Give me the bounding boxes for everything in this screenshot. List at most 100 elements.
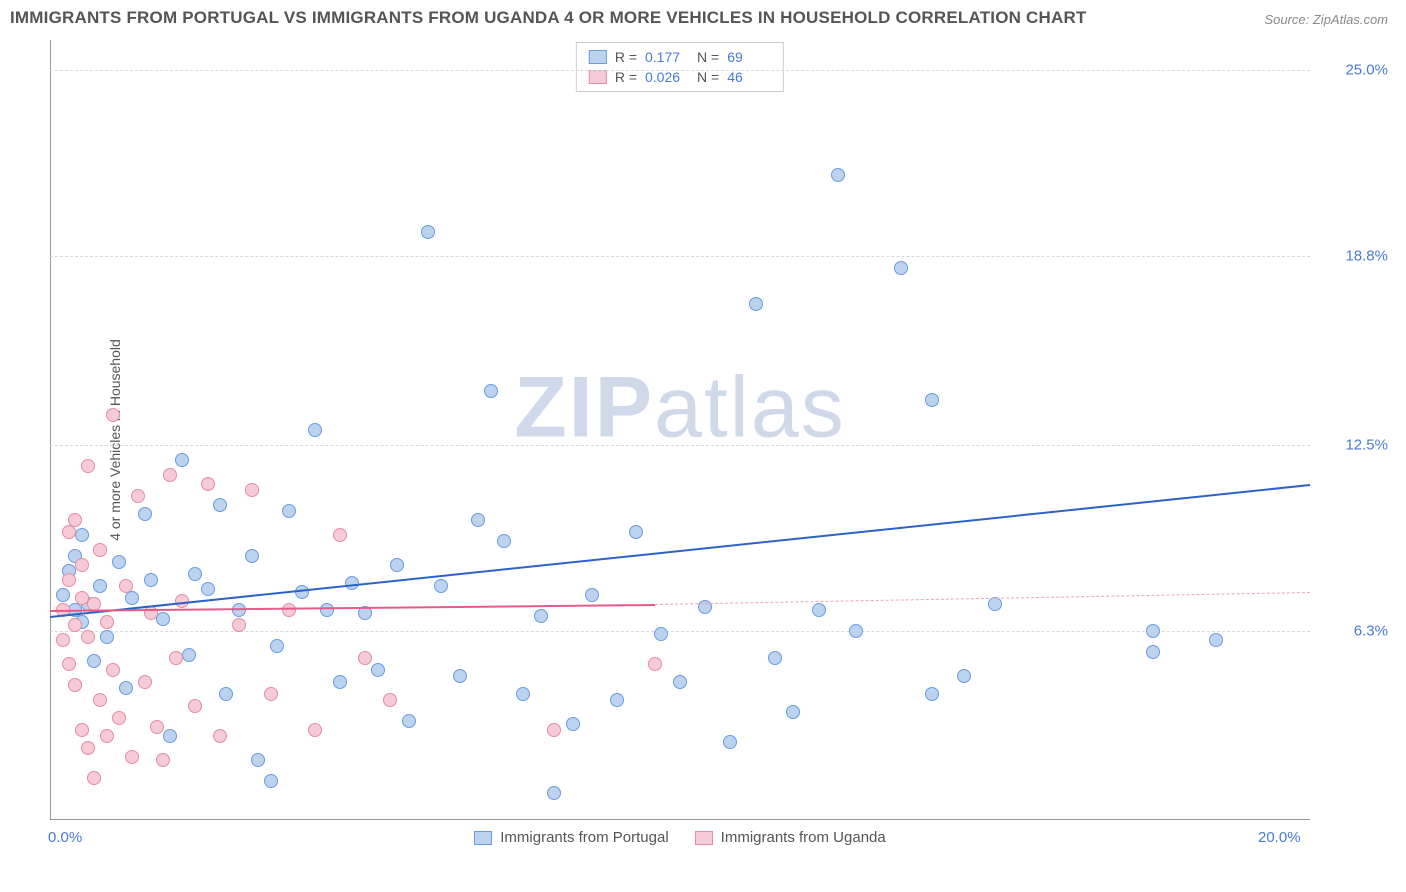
- n-label: N =: [697, 69, 719, 85]
- data-point-portugal: [654, 627, 668, 641]
- data-point-portugal: [749, 297, 763, 311]
- data-point-portugal: [566, 717, 580, 731]
- data-point-portugal: [119, 681, 133, 695]
- data-point-portugal: [421, 225, 435, 239]
- data-point-portugal: [390, 558, 404, 572]
- data-point-portugal: [497, 534, 511, 548]
- r-label: R =: [615, 49, 637, 65]
- x-tick-label: 20.0%: [1258, 829, 1301, 846]
- data-point-uganda: [75, 558, 89, 572]
- data-point-portugal: [125, 591, 139, 605]
- data-point-uganda: [100, 615, 114, 629]
- chart-title: IMMIGRANTS FROM PORTUGAL VS IMMIGRANTS F…: [10, 8, 1087, 28]
- data-point-uganda: [62, 573, 76, 587]
- data-point-uganda: [93, 543, 107, 557]
- data-point-uganda: [75, 723, 89, 737]
- data-point-portugal: [264, 774, 278, 788]
- data-point-portugal: [156, 612, 170, 626]
- data-point-portugal: [56, 588, 70, 602]
- watermark: ZIPatlas: [514, 359, 845, 458]
- data-point-uganda: [547, 723, 561, 737]
- data-point-uganda: [62, 657, 76, 671]
- data-point-portugal: [849, 624, 863, 638]
- trend-line-portugal: [50, 484, 1310, 618]
- data-point-portugal: [957, 669, 971, 683]
- data-point-uganda: [383, 693, 397, 707]
- data-point-uganda: [150, 720, 164, 734]
- y-tick-label: 12.5%: [1318, 437, 1388, 454]
- legend-label: Immigrants from Portugal: [500, 829, 668, 846]
- scatter-plot: 4 or more Vehicles in Household ZIPatlas…: [50, 40, 1310, 840]
- data-point-uganda: [333, 528, 347, 542]
- data-point-uganda: [106, 663, 120, 677]
- data-point-uganda: [112, 711, 126, 725]
- data-point-uganda: [119, 579, 133, 593]
- data-point-portugal: [201, 582, 215, 596]
- y-axis-line: [50, 40, 51, 820]
- y-tick-label: 25.0%: [1318, 62, 1388, 79]
- data-point-portugal: [93, 579, 107, 593]
- data-point-portugal: [629, 525, 643, 539]
- data-point-portugal: [516, 687, 530, 701]
- y-tick-label: 6.3%: [1318, 623, 1388, 640]
- data-point-uganda: [163, 468, 177, 482]
- data-point-portugal: [144, 573, 158, 587]
- x-axis-line: [50, 819, 1310, 820]
- data-point-portugal: [87, 654, 101, 668]
- legend-item-uganda: Immigrants from Uganda: [695, 829, 886, 846]
- data-point-uganda: [232, 618, 246, 632]
- data-point-uganda: [56, 633, 70, 647]
- data-point-portugal: [484, 384, 498, 398]
- data-point-portugal: [213, 498, 227, 512]
- data-point-portugal: [138, 507, 152, 521]
- data-point-portugal: [925, 393, 939, 407]
- series-legend: Immigrants from Portugal Immigrants from …: [50, 829, 1310, 846]
- data-point-portugal: [585, 588, 599, 602]
- data-point-portugal: [175, 453, 189, 467]
- data-point-uganda: [169, 651, 183, 665]
- data-point-uganda: [68, 618, 82, 632]
- swatch-portugal: [589, 50, 607, 64]
- data-point-uganda: [81, 741, 95, 755]
- data-point-portugal: [831, 168, 845, 182]
- watermark-bold: ZIP: [514, 360, 654, 456]
- data-point-portugal: [251, 753, 265, 767]
- data-point-portugal: [320, 603, 334, 617]
- data-point-uganda: [62, 525, 76, 539]
- r-value: 0.026: [645, 69, 689, 85]
- data-point-portugal: [333, 675, 347, 689]
- grid-line: [50, 256, 1310, 257]
- data-point-portugal: [163, 729, 177, 743]
- data-point-portugal: [270, 639, 284, 653]
- data-point-portugal: [1146, 624, 1160, 638]
- y-axis-label: 4 or more Vehicles in Household: [107, 339, 123, 541]
- data-point-portugal: [534, 609, 548, 623]
- data-point-portugal: [188, 567, 202, 581]
- n-value: 69: [727, 49, 771, 65]
- data-point-portugal: [219, 687, 233, 701]
- n-value: 46: [727, 69, 771, 85]
- data-point-portugal: [1209, 633, 1223, 647]
- grid-line: [50, 70, 1310, 71]
- data-point-uganda: [68, 678, 82, 692]
- swatch-uganda: [589, 70, 607, 84]
- grid-line: [50, 445, 1310, 446]
- data-point-portugal: [723, 735, 737, 749]
- data-point-portugal: [371, 663, 385, 677]
- data-point-uganda: [125, 750, 139, 764]
- data-point-portugal: [471, 513, 485, 527]
- data-point-portugal: [282, 504, 296, 518]
- data-point-uganda: [358, 651, 372, 665]
- data-point-uganda: [245, 483, 259, 497]
- data-point-portugal: [100, 630, 114, 644]
- data-point-portugal: [434, 579, 448, 593]
- data-point-uganda: [100, 729, 114, 743]
- data-point-portugal: [673, 675, 687, 689]
- data-point-portugal: [308, 423, 322, 437]
- trend-line-ext-uganda: [655, 592, 1310, 605]
- data-point-portugal: [894, 261, 908, 275]
- data-point-portugal: [402, 714, 416, 728]
- watermark-light: atlas: [654, 360, 846, 456]
- data-point-portugal: [812, 603, 826, 617]
- y-tick-label: 18.8%: [1318, 248, 1388, 265]
